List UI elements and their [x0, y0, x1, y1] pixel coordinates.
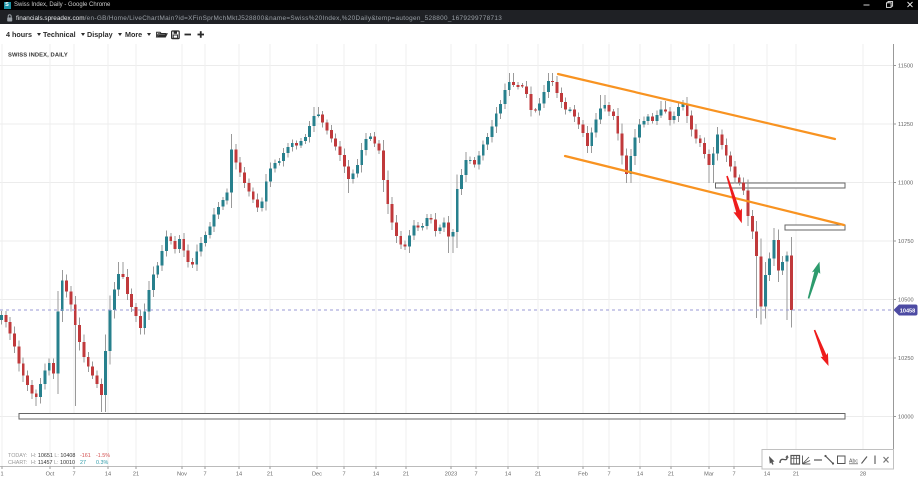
svg-text:27: 27 — [80, 460, 86, 466]
svg-text:Nov: Nov — [177, 472, 187, 478]
svg-text:21: 21 — [535, 472, 541, 478]
svg-text:TODAY:: TODAY: — [8, 453, 27, 459]
svg-text:7: 7 — [342, 472, 345, 478]
svg-text:11500: 11500 — [898, 64, 913, 70]
svg-text:Mar: Mar — [704, 472, 714, 478]
svg-text:21: 21 — [133, 472, 139, 478]
svg-text:10250: 10250 — [898, 356, 914, 362]
svg-text:14: 14 — [505, 472, 511, 478]
svg-text:Feb: Feb — [578, 472, 588, 478]
svg-text:21: 21 — [267, 472, 273, 478]
svg-text:Oct: Oct — [46, 472, 55, 478]
svg-text:H: 11457 L: 10010: H: 11457 L: 10010 — [31, 460, 75, 466]
svg-text:-161: -161 — [80, 453, 91, 459]
svg-text:H: 10651 L: 10408: H: 10651 L: 10408 — [31, 453, 75, 459]
svg-text:7: 7 — [732, 472, 735, 478]
svg-text:10458: 10458 — [900, 308, 916, 314]
svg-text:14: 14 — [764, 472, 770, 478]
svg-text:SWISS INDEX, DAILY: SWISS INDEX, DAILY — [8, 53, 68, 59]
svg-text:11000: 11000 — [898, 181, 913, 187]
svg-text:CHART:: CHART: — [8, 460, 27, 466]
svg-text:-1.5%: -1.5% — [96, 453, 110, 459]
svg-text:14: 14 — [236, 472, 242, 478]
svg-text:21: 21 — [403, 472, 409, 478]
svg-text:21: 21 — [793, 472, 799, 478]
svg-text:7: 7 — [474, 472, 477, 478]
svg-text:14: 14 — [105, 472, 111, 478]
svg-text:0.3%: 0.3% — [96, 460, 108, 466]
svg-text:28: 28 — [860, 472, 866, 478]
svg-text:7: 7 — [607, 472, 610, 478]
svg-text:14: 14 — [373, 472, 379, 478]
svg-text:21: 21 — [668, 472, 674, 478]
svg-text:10500: 10500 — [898, 298, 914, 304]
svg-text:11250: 11250 — [898, 122, 913, 128]
svg-text:10000: 10000 — [898, 415, 914, 421]
svg-text:Dec: Dec — [312, 472, 322, 478]
svg-text:2023: 2023 — [445, 472, 457, 478]
svg-text:7: 7 — [72, 472, 75, 478]
svg-text:1: 1 — [0, 472, 3, 478]
svg-text:14: 14 — [637, 472, 643, 478]
svg-text:Abc: Abc — [849, 459, 858, 465]
svg-text:10750: 10750 — [898, 239, 914, 245]
svg-text:7: 7 — [203, 472, 206, 478]
